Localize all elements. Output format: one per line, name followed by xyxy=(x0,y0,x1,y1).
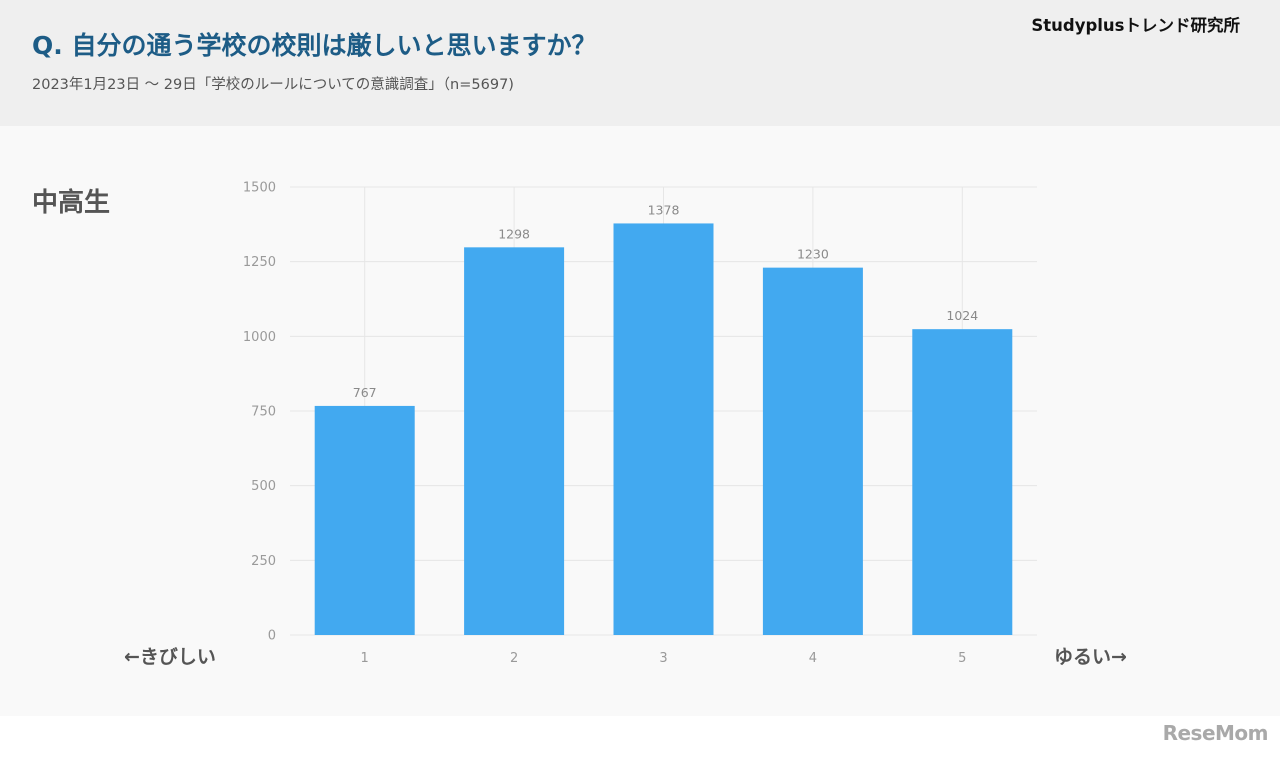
header-band: Q. 自分の通う学校の校則は厳しいと思いますか？ 2023年1月23日 〜 29… xyxy=(0,0,1280,126)
bar-value-label: 1298 xyxy=(498,226,530,241)
bar xyxy=(613,223,714,636)
page-title: Q. 自分の通う学校の校則は厳しいと思いますか？ xyxy=(32,31,597,60)
bar xyxy=(912,329,1013,635)
y-tick-label: 1000 xyxy=(243,330,276,345)
y-tick-label: 0 xyxy=(268,629,276,644)
watermark-logo: ReseMom xyxy=(1162,721,1269,745)
strict-end-note: ←きびしい xyxy=(124,646,216,668)
x-tick-label: 5 xyxy=(958,651,966,666)
bar-value-label: 1024 xyxy=(946,308,978,323)
bar-value-label: 1230 xyxy=(797,247,829,262)
x-tick-label: 4 xyxy=(809,651,817,666)
x-tick-label: 1 xyxy=(361,651,369,666)
survey-subtitle: 2023年1月23日 〜 29日「学校のルールについての意識調査」（n=5697… xyxy=(32,77,514,93)
bar xyxy=(464,247,565,635)
x-tick-label: 2 xyxy=(510,651,518,666)
lenient-end-note: ゆるい→ xyxy=(1054,646,1127,668)
y-tick-label: 750 xyxy=(251,405,276,420)
brand-label: Studyplusトレンド研究所 xyxy=(1031,16,1240,35)
y-tick-label: 500 xyxy=(251,479,276,494)
y-tick-label: 1250 xyxy=(243,255,276,270)
bar xyxy=(314,405,415,635)
x-tick-label: 3 xyxy=(659,651,667,666)
bar-value-label: 767 xyxy=(353,385,377,400)
bar xyxy=(762,267,863,635)
bar-value-label: 1378 xyxy=(648,202,680,217)
y-tick-label: 250 xyxy=(251,554,276,569)
y-tick-label: 1500 xyxy=(243,181,276,196)
group-label: 中高生 xyxy=(32,188,111,218)
